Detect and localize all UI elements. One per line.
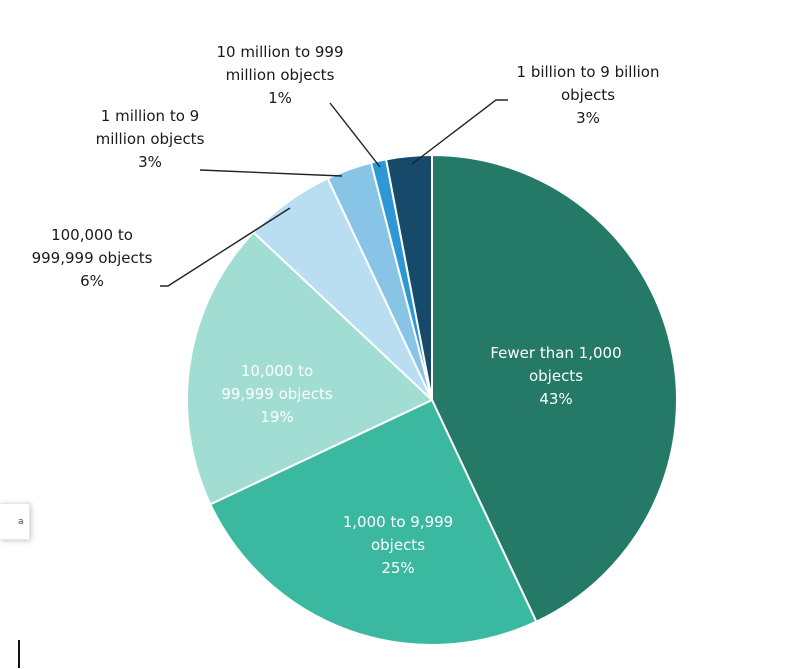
pie-slice-10-000-to-99-999-objects [186, 230, 434, 506]
slice-label-10-000-to-99-999-objects: 10,000 to 99,999 objects 19% [221, 362, 332, 426]
slice-label-1-000-to-9-999-objects: 1,000 to 9,999 objects 25% [343, 513, 453, 577]
slice-label-100-000-to-999-999-objects: 100,000 to 999,999 objects 6% [32, 226, 153, 290]
leader-line-1-billion-to-9-billion-objects [411, 99, 508, 165]
slice-label-1-million-to-9-million-objects: 1 million to 9 million objects 3% [96, 107, 205, 171]
slice-label-1-billion-to-9-billion-objects: 1 billion to 9 billion objects 3% [517, 63, 660, 127]
slice-label-fewer-than-1-000-objects: Fewer than 1,000 objects 43% [490, 344, 621, 408]
collapsed-side-panel-tab[interactable]: a [0, 503, 30, 540]
pie-slice-fewer-than-1-000-objects [431, 153, 678, 624]
panel-tab-glyph: a [18, 517, 24, 527]
leader-line-1-million-to-9-million-objects [199, 169, 343, 177]
pie-slice-1-billion-to-9-billion-objects [384, 153, 433, 401]
slice-labels: Fewer than 1,000 objects 43% 1,000 to 9,999… [32, 43, 660, 577]
leader-line-100-000-to-999-999-objects [160, 207, 291, 287]
slice-label-10-million-to-999-million-objects: 10 million to 999 million objects 1% [216, 43, 343, 107]
pie-slices [186, 153, 678, 646]
leader-lines [160, 99, 508, 287]
pie-slice-1-000-to-9-999-objects [208, 398, 538, 646]
leader-line-10-million-to-999-million-objects [329, 102, 381, 168]
text-cursor [18, 640, 20, 668]
